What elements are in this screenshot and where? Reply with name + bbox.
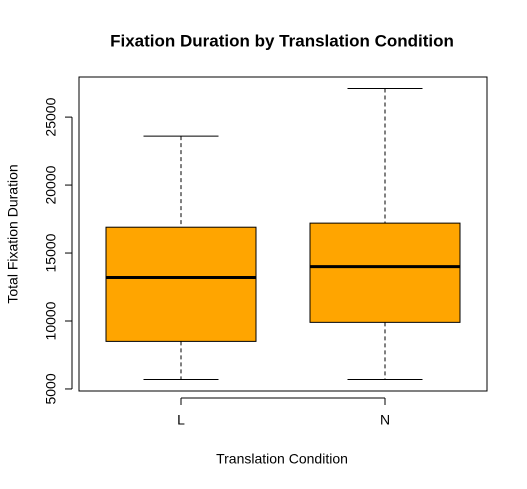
- chart-title: Fixation Duration by Translation Conditi…: [110, 31, 454, 50]
- y-tick-label: 15000: [43, 233, 59, 272]
- box: [309, 222, 461, 323]
- plot-frame: [78, 76, 488, 392]
- y-tick-label: 5000: [43, 373, 59, 404]
- x-axis-label: Translation Condition: [216, 451, 348, 467]
- y-axis-label: Total Fixation Duration: [5, 164, 21, 303]
- x-tick-label: L: [177, 412, 185, 428]
- y-tick-label: 25000: [43, 97, 59, 136]
- y-tick-label: 20000: [43, 165, 59, 204]
- box: [105, 226, 257, 342]
- x-tick-label: N: [380, 412, 390, 428]
- y-tick-label: 10000: [43, 301, 59, 340]
